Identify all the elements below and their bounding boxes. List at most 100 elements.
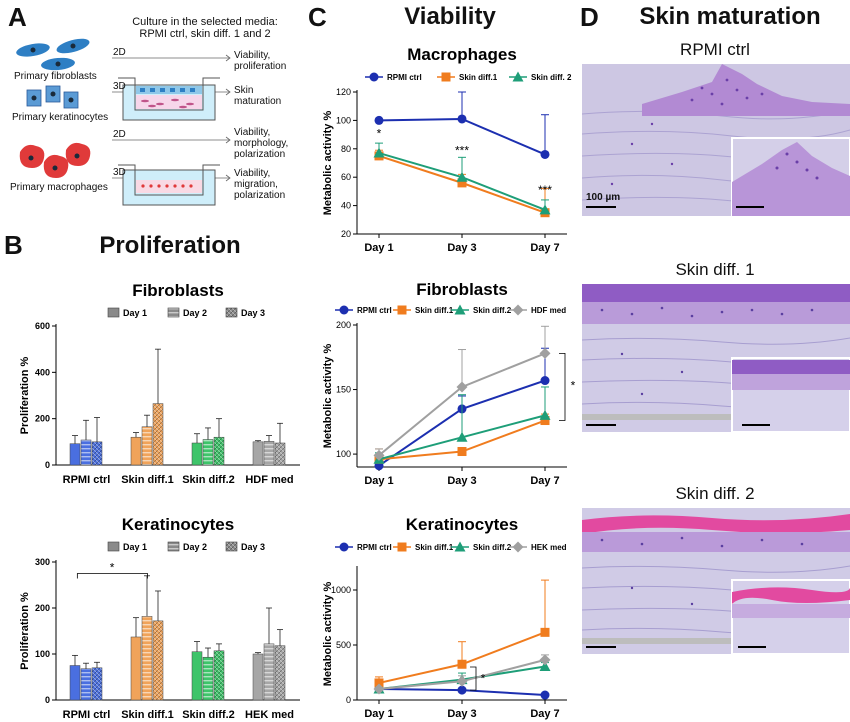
data-point xyxy=(457,685,467,695)
label-2d: 2D xyxy=(113,129,126,140)
fibroblast-cell-icon xyxy=(16,38,90,71)
significance-bracket xyxy=(470,666,477,691)
bar xyxy=(80,439,92,466)
y-tick-label: 100 xyxy=(336,115,351,125)
x-tick-label: Day 1 xyxy=(364,708,393,720)
legend-label: Skin diff.2 xyxy=(473,543,512,552)
legend-label: Day 3 xyxy=(241,542,265,552)
legend-marker xyxy=(397,305,407,315)
significance-star: *** xyxy=(455,143,469,157)
y-tick-label: 120 xyxy=(336,87,351,97)
data-point xyxy=(456,431,468,442)
legend-swatch xyxy=(107,541,120,552)
y-tick-label: 500 xyxy=(336,640,351,650)
label-macrophages: Primary macrophages xyxy=(10,182,108,193)
bar xyxy=(191,651,203,701)
x-tick-label: Skin diff.2 xyxy=(182,474,235,486)
data-point xyxy=(457,178,467,188)
legend-label: RPMI ctrl xyxy=(387,73,422,82)
panel-letter-a: A xyxy=(8,2,27,32)
legend-marker xyxy=(397,542,407,552)
y-tick-label: 40 xyxy=(341,201,351,211)
label-3d: 3D xyxy=(113,167,126,178)
y-tick-label: 300 xyxy=(35,557,50,567)
schematic-header-line: Culture in the selected media: xyxy=(132,16,278,28)
data-point xyxy=(540,376,550,386)
y-tick-label: 0 xyxy=(45,460,50,470)
chart-title: Keratinocytes xyxy=(406,515,518,534)
data-point xyxy=(456,675,468,687)
label-3d: 3D xyxy=(113,81,126,92)
micrograph-skin-diff-1 xyxy=(582,284,850,432)
legend-swatch xyxy=(225,307,238,318)
bar xyxy=(91,441,103,466)
legend-marker xyxy=(454,304,466,315)
data-point xyxy=(374,115,384,125)
legend-swatch xyxy=(167,541,180,552)
data-point xyxy=(457,114,467,124)
x-tick-label: Day 7 xyxy=(530,242,559,254)
bar xyxy=(69,665,81,701)
data-point xyxy=(456,171,468,182)
y-tick-label: 200 xyxy=(35,414,50,424)
legend-marker xyxy=(512,71,524,82)
bar xyxy=(69,443,81,466)
significance-star: * xyxy=(481,671,486,685)
y-axis-label: Proliferation % xyxy=(19,592,31,670)
y-tick-label: 60 xyxy=(341,172,351,182)
y-tick-label: 0 xyxy=(45,695,50,705)
legend-marker xyxy=(339,305,349,315)
data-point xyxy=(457,659,467,669)
outcome-label: Viability, migration, polarization xyxy=(234,168,286,201)
chart-fibroblast-proliferation: Fibroblasts Day 1 Day 2 Day 3 0 200 400 600 Prol… xyxy=(19,281,300,486)
y-axis-label: Metabolic activity % xyxy=(322,344,334,449)
data-point xyxy=(456,381,468,393)
bar xyxy=(141,616,153,701)
data-point xyxy=(373,147,385,158)
chart-title: Keratinocytes xyxy=(122,515,234,534)
legend-label: Day 1 xyxy=(123,308,147,318)
x-tick-label: Skin diff.2 xyxy=(182,709,235,721)
bar xyxy=(274,442,286,466)
x-tick-label: RPMI ctrl xyxy=(63,709,111,721)
data-point xyxy=(539,204,551,215)
panel-letter-c: C xyxy=(308,2,327,32)
legend-label: Skin diff.1 xyxy=(415,543,454,552)
legend-label: RPMI ctrl xyxy=(357,306,392,315)
significance-star: * xyxy=(110,561,115,575)
bar xyxy=(91,667,103,701)
bar xyxy=(213,436,225,466)
y-tick-label: 200 xyxy=(336,320,351,330)
legend-marker xyxy=(512,541,524,553)
micrograph-label: Skin diff. 2 xyxy=(675,484,755,503)
schematic-header-line: RPMI ctrl, skin diff. 1 and 2 xyxy=(139,28,271,40)
panel-title-viability: Viability xyxy=(404,3,496,30)
chart-title: Macrophages xyxy=(407,45,517,64)
data-point xyxy=(540,690,550,700)
micrograph-label: RPMI ctrl xyxy=(680,40,750,59)
y-tick-label: 100 xyxy=(35,649,50,659)
y-tick-label: 20 xyxy=(341,229,351,239)
data-point xyxy=(539,660,551,671)
bar xyxy=(130,636,142,701)
y-tick-label: 0 xyxy=(346,695,351,705)
chart-keratinocyte-viability: Keratinocytes RPMI ctrl Skin diff.1 Skin di… xyxy=(322,515,567,720)
data-point xyxy=(374,678,384,688)
chart-macrophage-viability: Macrophages RPMI ctrl Skin diff.1 Skin diff… xyxy=(322,45,572,254)
legend-label: Skin diff. 2 xyxy=(531,73,572,82)
bar xyxy=(152,403,164,466)
y-axis-label: Proliferation % xyxy=(19,356,31,434)
data-point xyxy=(457,447,467,457)
outcome-label: Viability, morphology, polarization xyxy=(234,127,289,160)
significance-star: * xyxy=(571,379,575,393)
legend-label: HDF med xyxy=(531,306,566,315)
chart-fibroblast-viability: Fibroblasts RPMI ctrl Skin diff.1 Skin diff… xyxy=(322,280,575,487)
bar xyxy=(152,620,164,701)
y-tick-label: 1000 xyxy=(331,585,351,595)
y-axis-label: Metabolic activity % xyxy=(322,582,334,687)
significance-bracket xyxy=(76,573,148,579)
y-tick-label: 400 xyxy=(35,367,50,377)
x-tick-label: Skin diff.1 xyxy=(121,709,174,721)
legend-label: Skin diff.2 xyxy=(473,306,512,315)
x-tick-label: Day 7 xyxy=(530,475,559,487)
